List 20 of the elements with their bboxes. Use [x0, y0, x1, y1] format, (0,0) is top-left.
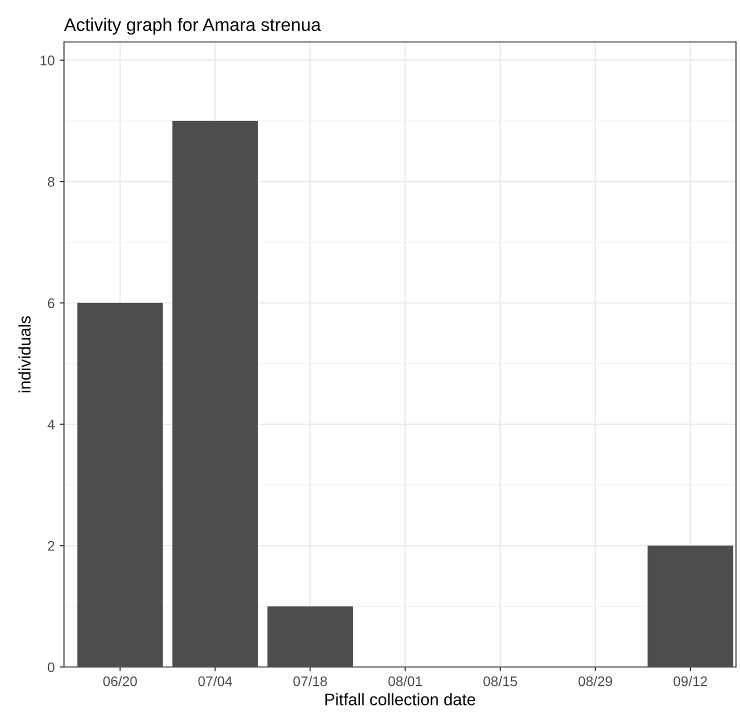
y-tick-label: 10: [40, 56, 54, 66]
y-tick-label: 8: [48, 176, 54, 187]
y-tick-label: 0: [48, 662, 54, 672]
bar: [172, 120, 258, 667]
x-tick-label: 08/01: [388, 676, 422, 686]
x-tick-label: 08/29: [578, 676, 612, 686]
bar: [267, 606, 353, 667]
x-tick-label: 06/20: [103, 676, 137, 686]
x-tick-label: 08/15: [483, 676, 518, 686]
bar: [648, 546, 734, 667]
y-axis-title: individuals: [18, 316, 31, 392]
bar: [77, 302, 163, 667]
chart-title: Activity graph for Amara strenua: [64, 18, 321, 35]
x-tick-label: 07/18: [293, 676, 327, 686]
x-tick-label: 09/12: [674, 676, 708, 686]
y-tick-label: 6: [48, 298, 54, 308]
x-tick-label: 07/04: [198, 676, 232, 686]
x-axis-title: Pitfall collection date: [325, 693, 476, 706]
y-tick-label: 2: [48, 540, 54, 551]
y-tick-label: 4: [48, 420, 55, 430]
